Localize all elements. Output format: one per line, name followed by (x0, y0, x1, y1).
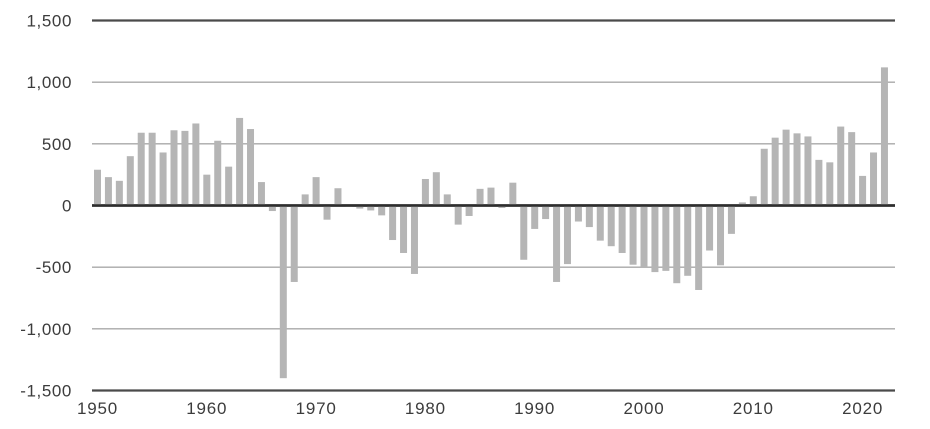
x-tick-label-1980: 1980 (405, 399, 446, 418)
bar-year-1978 (400, 205, 408, 253)
bar-year-1992 (553, 205, 561, 282)
bar-year-1988 (509, 182, 517, 206)
bar-year-1995 (585, 205, 593, 228)
bar-year-2014 (793, 133, 801, 206)
bar-year-1990 (531, 205, 539, 229)
bar-year-2003 (673, 205, 681, 284)
x-tick-label-2000: 2000 (623, 399, 664, 418)
x-tick-label-1960: 1960 (186, 399, 227, 418)
bar-year-2017 (826, 162, 834, 206)
bar-year-1956 (159, 152, 167, 206)
bar-year-2004 (684, 205, 692, 276)
y-tick-label-1000: 1,000 (26, 73, 72, 92)
y-tick-label--1500: -1,500 (20, 382, 72, 401)
bar-year-2013 (782, 129, 790, 206)
bar-year-1950 (94, 169, 101, 206)
bar-year-1989 (520, 205, 528, 260)
y-tick-label--500: -500 (36, 258, 72, 277)
bar-year-1952 (115, 180, 123, 206)
bar-year-1996 (596, 205, 604, 241)
bar-year-1981 (432, 172, 440, 206)
bar-year-2012 (771, 137, 779, 206)
bar-year-2011 (760, 148, 768, 206)
bar-year-2020 (859, 175, 867, 206)
y-tick-label-1500: 1,500 (26, 12, 72, 31)
bar-year-1999 (629, 205, 637, 265)
bar-year-2021 (870, 152, 878, 206)
bar-year-2002 (662, 205, 670, 271)
bar-year-1972 (334, 188, 342, 206)
bar-year-2007 (717, 205, 725, 266)
bar-year-2009 (738, 202, 746, 206)
bar-year-1957 (170, 130, 178, 206)
bar-year-2001 (651, 205, 659, 273)
bar-year-1977 (389, 205, 397, 241)
bar-year-1991 (542, 205, 550, 220)
bar-year-1971 (323, 205, 331, 220)
bar-year-1965 (257, 182, 265, 206)
y-tick-label-500: 500 (42, 135, 72, 154)
x-tick-label-2020: 2020 (842, 399, 883, 418)
x-tick-label-1990: 1990 (514, 399, 555, 418)
bar-year-1997 (607, 205, 615, 247)
bar-year-1993 (563, 205, 571, 265)
bar-year-2010 (749, 196, 757, 206)
bar-year-2019 (848, 132, 856, 206)
bar-year-1951 (104, 177, 112, 206)
bar-year-1953 (126, 156, 134, 206)
bar-year-1980 (421, 178, 429, 206)
bar-year-2005 (695, 205, 703, 290)
bar-year-2018 (837, 126, 845, 206)
bar-year-1985 (476, 188, 484, 206)
x-tick-label-1970: 1970 (296, 399, 337, 418)
bar-year-1979 (410, 205, 418, 274)
bar-year-1958 (181, 130, 189, 206)
bar-year-1954 (137, 132, 145, 206)
bar-year-1966 (268, 205, 276, 212)
bar-year-2008 (727, 205, 735, 234)
bar-year-1970 (312, 177, 320, 206)
bar-year-1968 (290, 205, 298, 282)
y-tick-label--1000: -1,000 (20, 320, 72, 339)
bar-year-1982 (443, 194, 451, 206)
bar-year-1994 (574, 205, 582, 222)
bar-year-2016 (815, 159, 823, 206)
bar-year-1984 (465, 205, 473, 216)
bar-year-1960 (203, 174, 211, 206)
bar-year-1959 (192, 123, 200, 206)
bar-year-1967 (279, 205, 287, 379)
bar-year-1961 (214, 140, 222, 206)
bar-year-1983 (454, 205, 462, 225)
bar-year-1976 (378, 205, 386, 216)
bar-year-1998 (618, 205, 626, 253)
bar-year-2015 (804, 136, 812, 206)
bar-year-1969 (301, 194, 309, 206)
bar-year-1962 (225, 166, 233, 206)
bar-year-1963 (236, 117, 244, 206)
bar-year-2006 (706, 205, 714, 251)
bar-year-2022 (880, 67, 888, 206)
bar-year-1955 (148, 132, 156, 206)
bar-year-1975 (367, 205, 375, 211)
y-tick-label-0: 0 (62, 197, 72, 216)
bar-year-1986 (487, 187, 495, 206)
bar-year-2000 (640, 205, 648, 268)
x-tick-label-2010: 2010 (733, 399, 774, 418)
x-tick-label-1950: 1950 (77, 399, 118, 418)
bar-year-1964 (247, 129, 255, 206)
bar-year-1974 (356, 205, 364, 209)
